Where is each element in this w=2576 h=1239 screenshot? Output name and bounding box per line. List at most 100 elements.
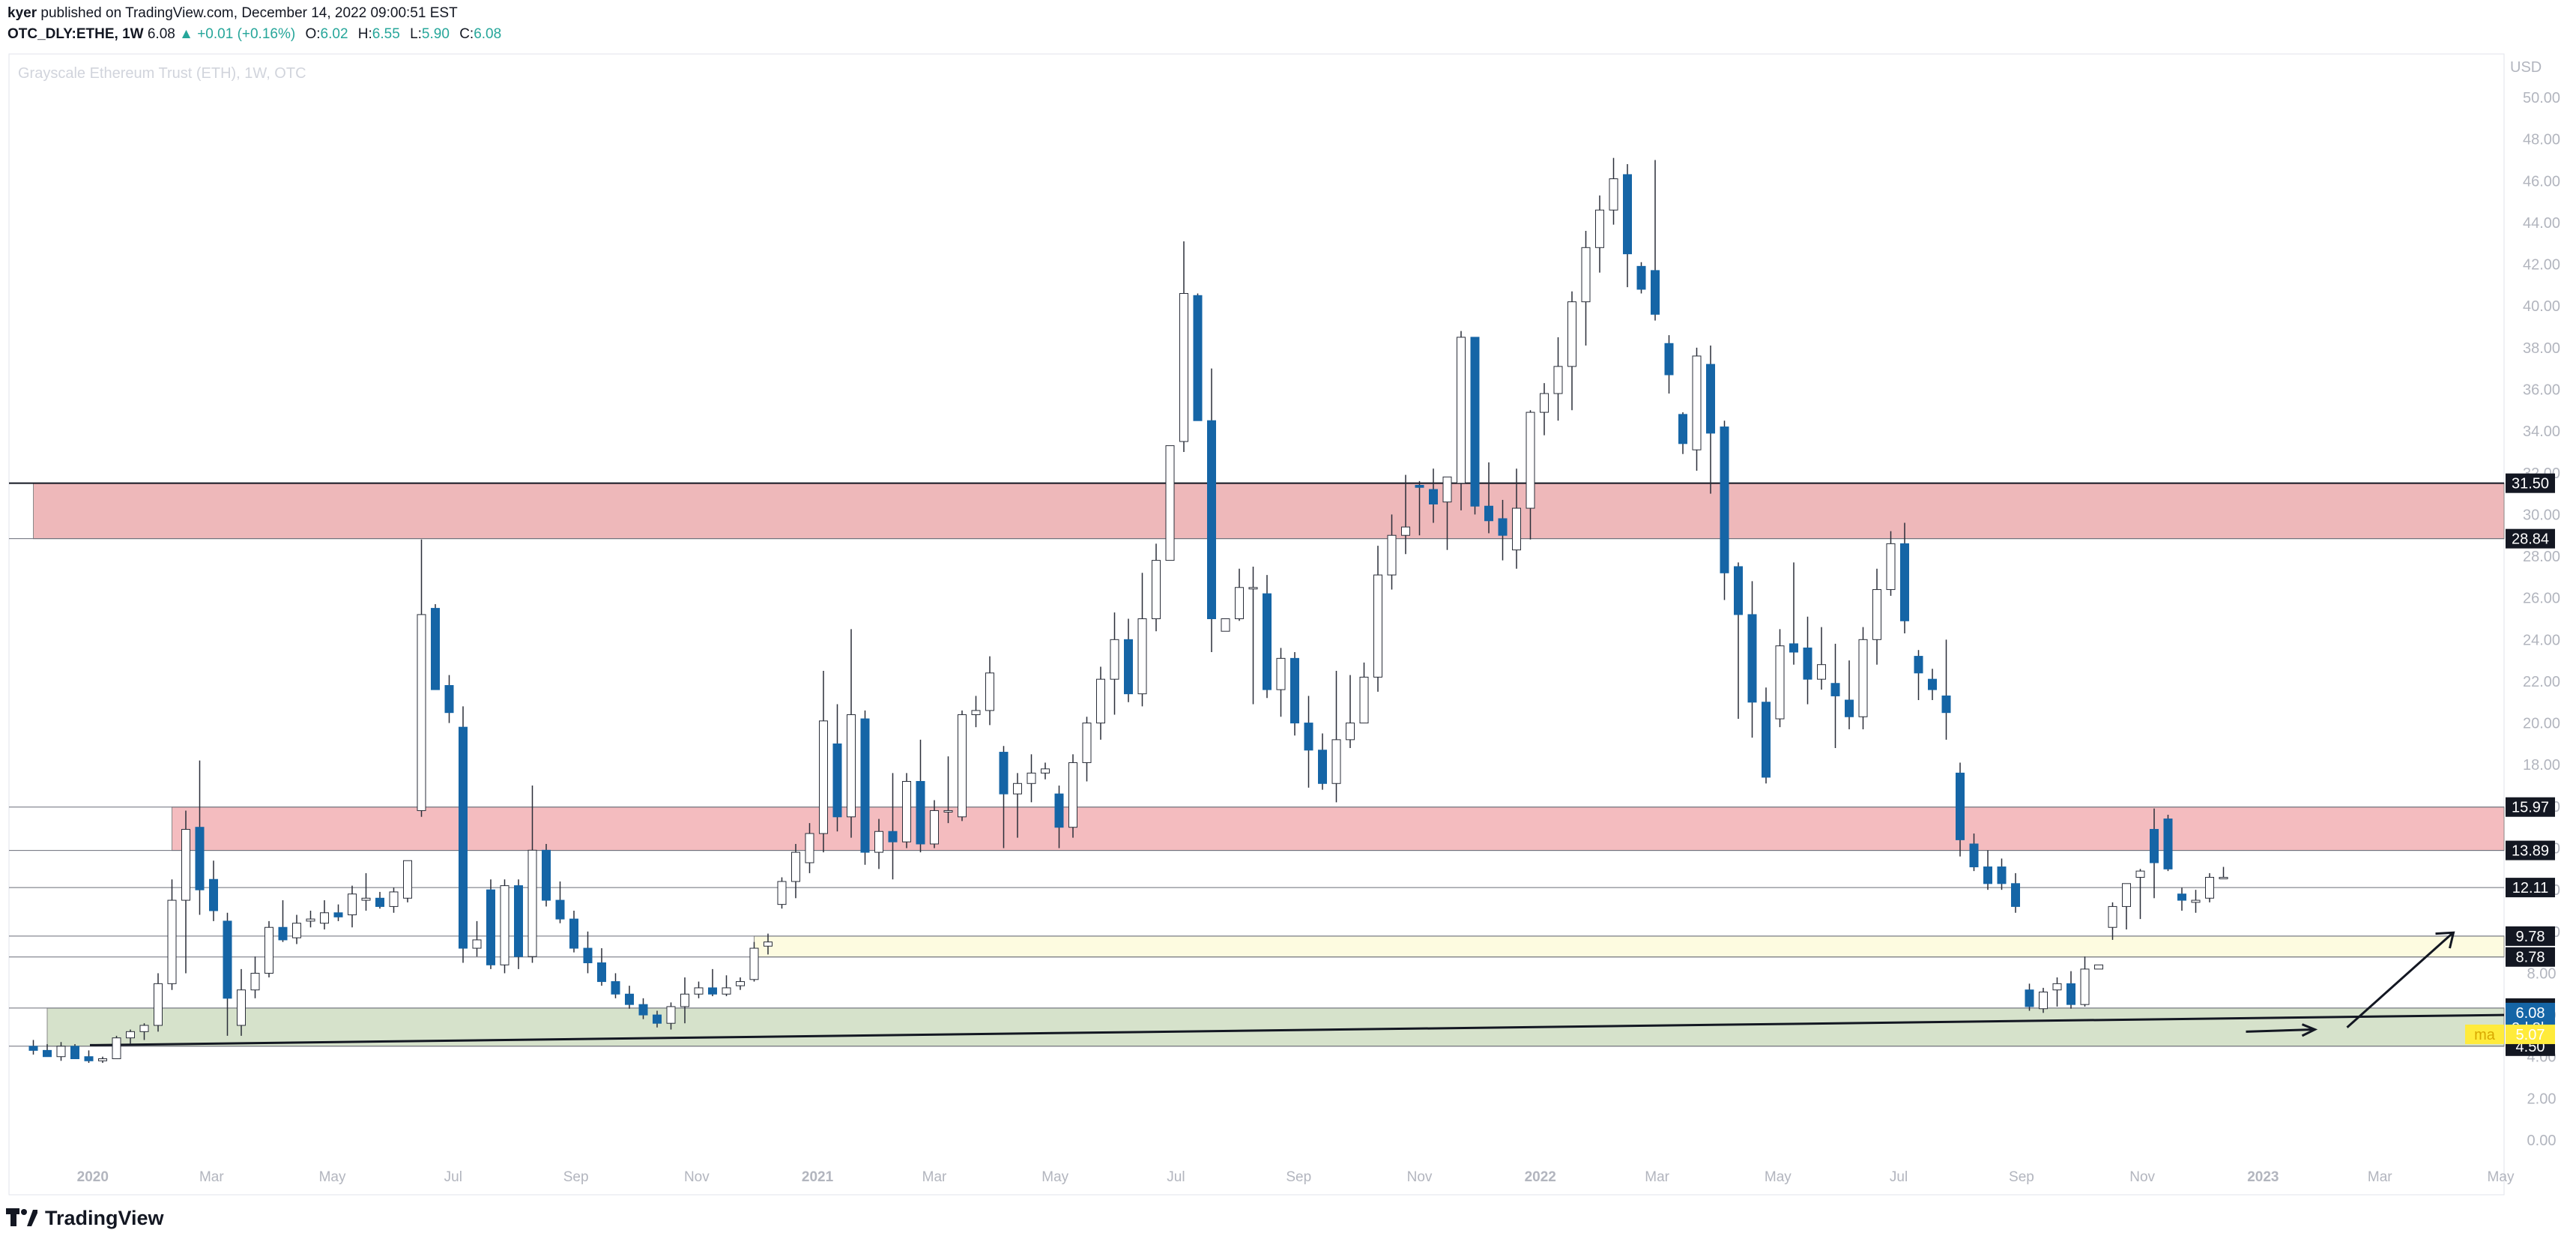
candlestick-chart[interactable]: Grayscale Ethereum Trust (ETH), 1W, OTC … [0, 0, 2576, 1199]
candle-body-48 [694, 987, 704, 995]
candle-body-141 [1983, 866, 1992, 884]
candle-body-123 [1734, 566, 1743, 615]
x-tick-label: Sep [1286, 1169, 1311, 1185]
y-tick-label: 40.00 [2523, 298, 2560, 315]
last-price: 6.08 [147, 26, 175, 42]
x-tick-label: Jul [444, 1169, 462, 1185]
candle-body-138 [1941, 695, 1951, 714]
candle-body-154 [2163, 819, 2173, 869]
candle-body-47 [680, 993, 689, 1007]
candle-body-52 [749, 947, 759, 980]
candle-body-34 [500, 885, 510, 965]
candle-body-137 [1928, 678, 1937, 690]
candle-body-84 [1193, 295, 1203, 421]
x-tick-label: Nov [1407, 1169, 1433, 1185]
candle-body-113 [1595, 209, 1604, 248]
candle-body-9 [154, 983, 163, 1026]
price-tag-bg-5 [2506, 926, 2555, 946]
candle-body-61 [874, 830, 883, 853]
candle-body-25 [375, 897, 384, 907]
candle-body-111 [1567, 301, 1576, 367]
x-tick-label: Sep [2009, 1169, 2034, 1185]
candle-body-118 [1664, 343, 1674, 376]
ma-tag-value: 5.07 [2516, 1027, 2545, 1043]
candle-body-20 [306, 918, 315, 922]
trendlines-layer [89, 931, 2505, 1046]
candle-body-145 [2039, 991, 2048, 1010]
candle-body-58 [832, 743, 842, 818]
candle-body-54 [777, 881, 787, 905]
candle-body-44 [638, 1004, 648, 1016]
candle-body-31 [459, 726, 468, 949]
candle-body-76 [1082, 723, 1092, 763]
candle-body-120 [1692, 355, 1702, 450]
candle-body-14 [223, 920, 232, 999]
candle-body-0 [28, 1046, 38, 1051]
symbol-line: OTC_DLY:ETHE, 1W 6.08 ▲ +0.01 (+0.16%) O… [7, 24, 501, 45]
candle-body-67 [958, 714, 967, 818]
candle-body-134 [1886, 543, 1896, 591]
arrow-up-line [2346, 932, 2453, 1028]
candle-body-38 [555, 899, 565, 920]
x-tick-label: May [2488, 1169, 2515, 1185]
candle-body-74 [1054, 793, 1064, 828]
published-text: published on TradingView.com, December 1… [40, 5, 458, 21]
hlines-layer [9, 482, 2504, 1047]
candle-body-35 [514, 885, 523, 957]
candle-body-135 [1900, 543, 1909, 621]
x-tick-label: Mar [922, 1169, 947, 1185]
candle-body-94 [1331, 739, 1341, 784]
candle-body-32 [472, 939, 482, 949]
x-tick-label: May [1041, 1169, 1068, 1185]
candle-body-106 [1498, 518, 1508, 536]
candle-body-88 [1248, 587, 1258, 590]
x-tick-label: Jul [1890, 1169, 1908, 1185]
candle-body-17 [264, 926, 273, 974]
y-tick-label: 26.00 [2523, 591, 2560, 607]
candle-body-93 [1318, 750, 1327, 784]
current-price-tag: 6.08 [2516, 1005, 2545, 1022]
candle-body-86 [1221, 618, 1230, 632]
open-label: O: [305, 26, 321, 42]
price-tag-bg-2 [2506, 797, 2555, 817]
y-tick-label: 50.00 [2523, 90, 2560, 106]
candle-body-157 [2205, 876, 2214, 899]
candle-body-72 [1027, 772, 1036, 784]
candle-body-109 [1540, 393, 1549, 413]
x-tick-label: 2021 [802, 1169, 834, 1185]
price-tag-bg-3 [2506, 840, 2555, 860]
symbol-label[interactable]: OTC_DLY:ETHE, 1W [7, 26, 144, 42]
candle-body-10 [167, 899, 177, 984]
candle-body-148 [2080, 968, 2090, 1005]
candle-body-57 [819, 720, 828, 834]
tradingview-logo-icon [6, 1208, 37, 1226]
y-tick-label: 48.00 [2523, 132, 2560, 148]
candle-body-128 [1803, 647, 1812, 680]
candle-body-24 [361, 897, 371, 901]
candle-body-152 [2135, 870, 2145, 878]
footer-branding: TradingView [6, 1203, 164, 1233]
candle-body-70 [999, 752, 1009, 795]
candle-body-149 [2094, 964, 2103, 970]
candle-body-147 [2066, 983, 2075, 1005]
x-tick-label: Nov [2129, 1169, 2155, 1185]
candle-body-78 [1110, 639, 1119, 680]
candle-body-5 [98, 1058, 107, 1061]
candle-body-39 [569, 918, 578, 949]
y-tick-label: 38.00 [2523, 340, 2560, 357]
candle-body-69 [985, 672, 994, 711]
candle-body-155 [2177, 893, 2186, 901]
candle-body-1 [43, 1049, 52, 1058]
price-tag-2: 15.97 [2512, 800, 2549, 816]
candle-body-158 [2219, 876, 2228, 879]
x-tick-label: Mar [1645, 1169, 1669, 1185]
candle-body-64 [916, 780, 925, 845]
candle-body-133 [1872, 589, 1881, 640]
author-name[interactable]: kyer [7, 5, 37, 21]
candle-body-140 [1969, 843, 1979, 868]
candle-body-6 [112, 1037, 121, 1060]
candle-body-87 [1235, 587, 1244, 620]
high-value: 6.55 [372, 26, 400, 42]
y-tick-label: 0.00 [2527, 1133, 2557, 1149]
candle-body-136 [1914, 656, 1923, 674]
